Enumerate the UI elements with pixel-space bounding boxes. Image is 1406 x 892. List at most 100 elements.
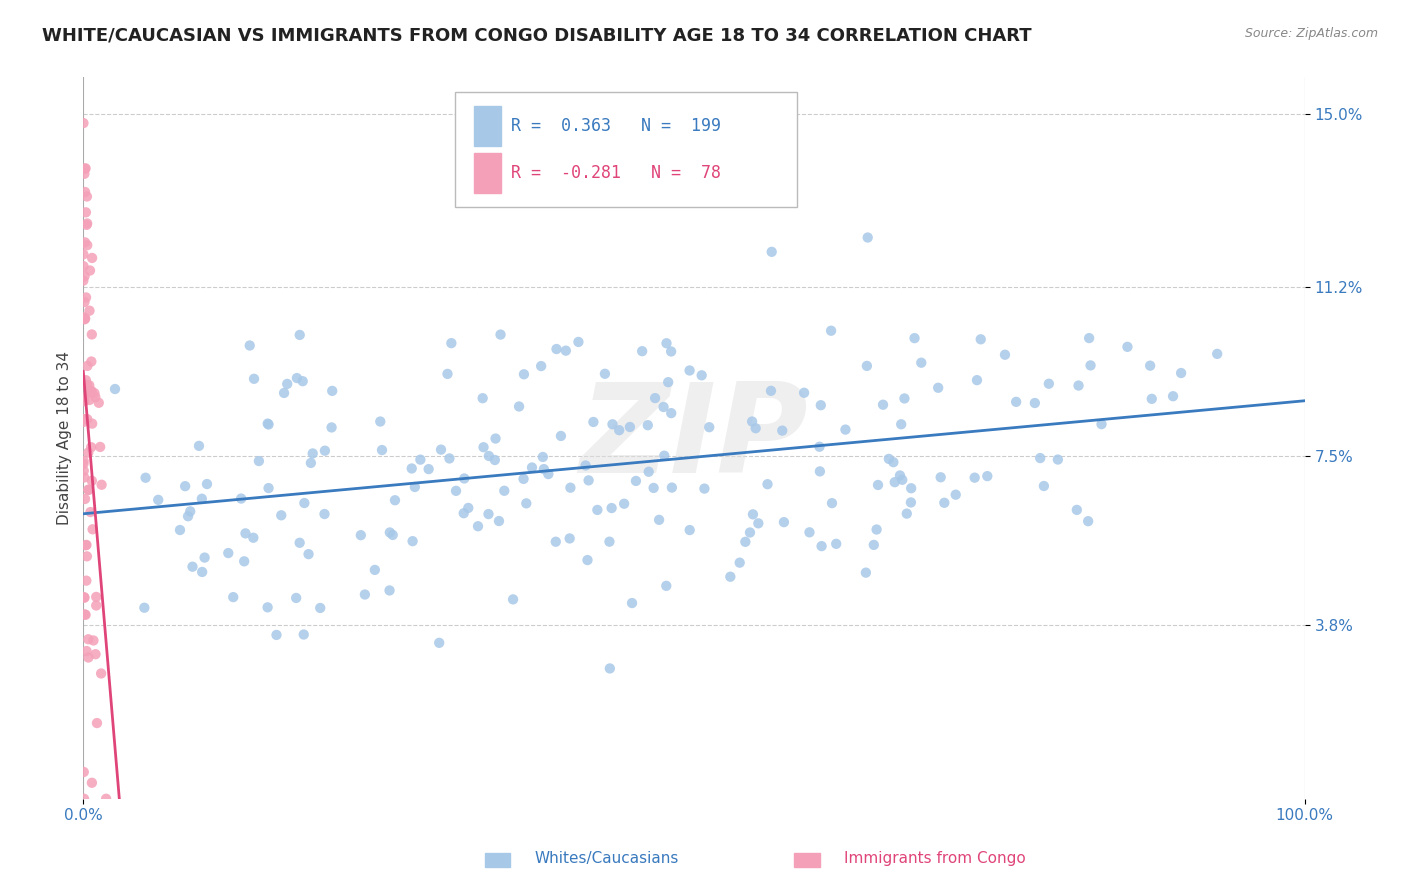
Point xyxy=(195,477,218,491)
Point xyxy=(508,400,530,414)
Point xyxy=(1206,347,1229,361)
Point xyxy=(384,493,406,508)
Point xyxy=(79,303,101,318)
Point xyxy=(718,570,741,584)
Point xyxy=(856,359,879,373)
Point xyxy=(404,480,426,494)
Point xyxy=(567,334,589,349)
Point xyxy=(80,384,103,398)
Point xyxy=(866,478,889,492)
Point xyxy=(903,331,925,345)
Point xyxy=(77,445,100,459)
FancyBboxPatch shape xyxy=(454,92,797,207)
Point xyxy=(73,791,96,805)
Point xyxy=(73,269,96,284)
Point xyxy=(1090,417,1112,432)
Point xyxy=(810,539,832,553)
Point xyxy=(599,661,621,675)
Point xyxy=(744,421,766,435)
Point xyxy=(862,538,884,552)
Point xyxy=(770,424,793,438)
Point xyxy=(75,311,97,326)
Point xyxy=(515,496,537,510)
Text: ZIP: ZIP xyxy=(579,377,808,499)
Point xyxy=(75,373,97,387)
Point xyxy=(1080,359,1102,373)
Point xyxy=(659,344,682,359)
Point xyxy=(890,417,912,432)
Point xyxy=(89,440,111,454)
Point xyxy=(191,491,214,506)
Point xyxy=(652,449,675,463)
Point xyxy=(381,528,404,542)
Point xyxy=(72,415,94,429)
Point xyxy=(177,509,200,524)
Text: WHITE/CAUCASIAN VS IMMIGRANTS FROM CONGO DISABILITY AGE 18 TO 34 CORRELATION CHA: WHITE/CAUCASIAN VS IMMIGRANTS FROM CONGO… xyxy=(42,27,1032,45)
Point xyxy=(855,566,877,580)
Point xyxy=(82,522,104,536)
Point xyxy=(1038,376,1060,391)
Point xyxy=(77,483,100,497)
Point xyxy=(191,565,214,579)
Point xyxy=(256,417,278,431)
Point xyxy=(502,592,524,607)
Point xyxy=(761,244,783,259)
Point xyxy=(619,420,641,434)
Point xyxy=(84,390,107,404)
Point xyxy=(477,507,499,521)
Point xyxy=(1029,451,1052,466)
Point xyxy=(83,386,105,401)
Point xyxy=(1067,378,1090,392)
Point xyxy=(231,491,253,506)
Point xyxy=(73,391,96,405)
Point xyxy=(76,644,98,658)
Point xyxy=(179,504,201,518)
Point xyxy=(364,563,387,577)
Point xyxy=(834,423,856,437)
Point xyxy=(929,470,952,484)
Point xyxy=(256,600,278,615)
Point xyxy=(621,596,644,610)
Point xyxy=(266,628,288,642)
Point xyxy=(963,470,986,484)
Point xyxy=(544,534,567,549)
Point xyxy=(1077,514,1099,528)
Point xyxy=(73,167,96,181)
Point xyxy=(84,647,107,661)
Point xyxy=(756,477,779,491)
Point xyxy=(883,475,905,490)
Point xyxy=(314,443,336,458)
Point xyxy=(321,384,343,398)
Point xyxy=(285,591,308,605)
Point xyxy=(910,356,932,370)
Point xyxy=(891,473,914,487)
Point xyxy=(84,599,107,613)
Point xyxy=(80,776,103,790)
Point xyxy=(86,716,108,731)
Point xyxy=(742,508,765,522)
Point xyxy=(578,474,600,488)
Point xyxy=(550,429,572,443)
Point xyxy=(239,338,262,352)
Point xyxy=(354,587,377,601)
Point xyxy=(657,375,679,389)
Point xyxy=(576,553,599,567)
Point xyxy=(945,488,967,502)
Point xyxy=(1024,396,1046,410)
Point xyxy=(288,535,311,549)
Point xyxy=(741,415,763,429)
Point xyxy=(73,185,96,199)
Point xyxy=(80,386,103,401)
Point xyxy=(697,420,720,434)
Point xyxy=(309,601,332,615)
Point xyxy=(693,482,716,496)
Point xyxy=(679,523,702,537)
Point xyxy=(484,453,506,467)
Point xyxy=(484,432,506,446)
Point xyxy=(637,465,659,479)
Point xyxy=(72,310,94,325)
Point xyxy=(738,525,761,540)
Point xyxy=(270,508,292,523)
Point xyxy=(734,534,756,549)
Point xyxy=(73,764,96,779)
